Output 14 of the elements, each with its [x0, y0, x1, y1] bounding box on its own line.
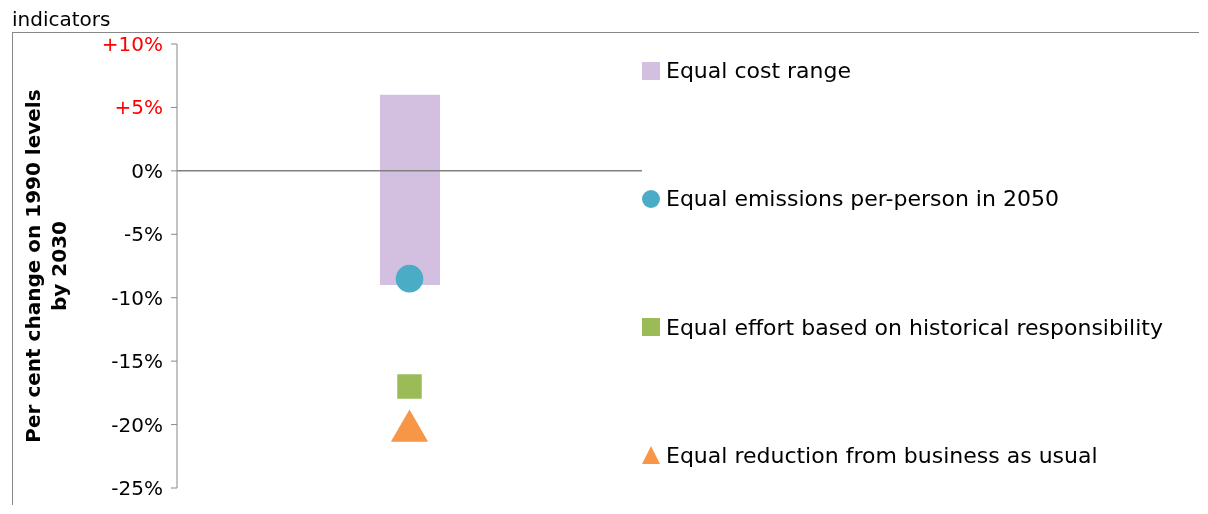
- legend-label: Equal effort based on historical responsibility: [666, 314, 1163, 340]
- chart-title: indicators: [12, 7, 111, 31]
- legend-label: Equal cost range: [666, 58, 852, 83]
- y-tick-label: -20%: [111, 412, 163, 437]
- y-tick-label: 0%: [131, 158, 163, 183]
- y-tick-label: +5%: [114, 95, 163, 120]
- legend-label: Equal reduction from business as usual: [666, 442, 1098, 468]
- legend-label: Equal emissions per-person in 2050: [666, 186, 1059, 212]
- y-tick-label: -10%: [111, 285, 163, 310]
- y-axis-title: Per cent change on 1990 levels by 2030: [21, 89, 71, 443]
- y-tick-label: +10%: [101, 32, 163, 56]
- y-tick-label: -15%: [111, 349, 163, 374]
- y-tick-label: -25%: [111, 476, 163, 500]
- y-tick-label: -5%: [124, 222, 163, 247]
